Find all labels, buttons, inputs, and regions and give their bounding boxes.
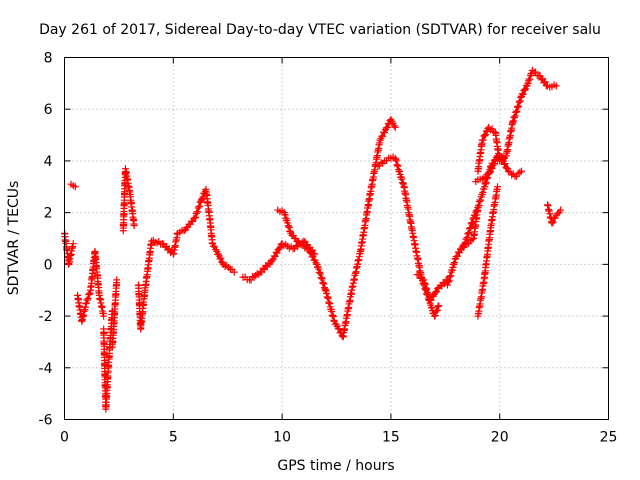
x-axis-label: GPS time / hours: [277, 458, 394, 474]
data-point-marker: [481, 131, 489, 139]
data-point-marker: [502, 163, 510, 171]
y-tick-label: -2: [39, 309, 53, 325]
data-point-marker: [194, 204, 202, 212]
data-point-marker: [532, 68, 540, 76]
plot-area-border: [64, 57, 609, 420]
data-point-marker: [460, 243, 468, 251]
data-point-marker: [71, 183, 79, 191]
data-point-marker: [194, 208, 202, 216]
data-point-marker: [435, 302, 443, 310]
data-point-marker: [192, 213, 200, 221]
data-point-marker: [312, 259, 320, 267]
y-tick-label: -6: [39, 413, 53, 429]
data-point-marker: [100, 312, 108, 320]
x-tick-label: 10: [273, 430, 291, 446]
data-point-marker: [433, 306, 441, 314]
data-point-marker: [431, 312, 439, 320]
data-point-marker: [189, 218, 197, 226]
data-point-marker: [84, 296, 92, 304]
data-point-marker: [418, 274, 426, 282]
y-tick-label: 2: [44, 206, 53, 222]
data-point-marker: [69, 240, 77, 248]
data-point-marker: [521, 86, 529, 94]
data-point-marker: [192, 209, 200, 217]
data-point-marker: [390, 122, 398, 130]
x-tick-label: 5: [169, 430, 178, 446]
data-point-marker: [480, 174, 488, 182]
data-point-marker: [216, 255, 224, 263]
y-tick-label: 4: [44, 154, 53, 170]
data-point-marker: [494, 183, 502, 191]
data-point-marker: [486, 126, 494, 134]
data-point-marker: [276, 243, 284, 251]
data-point-marker: [483, 128, 491, 136]
data-point-marker: [557, 206, 565, 214]
data-point-marker: [548, 219, 556, 227]
x-tick-label: 25: [600, 430, 618, 446]
data-point-marker: [379, 132, 387, 140]
data-point-marker: [428, 304, 436, 312]
data-point-marker: [432, 308, 440, 316]
data-point-marker: [247, 276, 255, 284]
data-point-marker: [253, 270, 261, 278]
chart-title: Day 261 of 2017, Sidereal Day-to-day VTE…: [39, 22, 601, 38]
x-tick-label: 0: [60, 430, 69, 446]
data-point-marker: [499, 153, 507, 161]
data-point-marker: [309, 252, 317, 260]
data-point-marker: [275, 245, 283, 253]
data-point-marker: [381, 129, 389, 137]
y-tick-label: -4: [39, 361, 53, 377]
data-point-marker: [306, 248, 314, 256]
data-point-marker: [552, 82, 560, 90]
data-point-marker: [432, 288, 440, 296]
data-point-marker: [488, 164, 496, 172]
data-point-marker: [82, 299, 90, 307]
data-points: [61, 66, 565, 413]
data-point-marker: [479, 136, 487, 144]
x-tick-label: 20: [491, 430, 509, 446]
data-point-marker: [541, 78, 549, 86]
x-tick-label: 15: [382, 430, 400, 446]
data-point-marker: [377, 158, 385, 166]
y-axis-label: SDTVAR / TECUs: [6, 181, 22, 296]
data-point-marker: [84, 294, 92, 302]
data-point-marker: [482, 131, 490, 139]
data-point-marker: [268, 256, 276, 264]
data-point-marker: [516, 168, 524, 176]
data-point-marker: [219, 259, 227, 267]
data-point-marker: [196, 202, 204, 210]
data-point-marker: [517, 167, 525, 175]
y-tick-label: 0: [44, 257, 53, 273]
data-point-marker: [427, 296, 435, 304]
y-tick-label: 8: [44, 51, 53, 67]
axis-ticks: 0 5 10 15 20 25 -6 -4 -2 0 2 4 6 8: [39, 51, 618, 446]
data-point-marker: [434, 302, 442, 310]
data-point-marker: [85, 290, 93, 298]
data-point-marker: [549, 218, 557, 226]
data-point-marker: [508, 171, 516, 179]
data-point-marker: [217, 254, 225, 262]
data-point-marker: [433, 287, 441, 295]
data-point-marker: [526, 75, 534, 83]
data-point-marker: [486, 168, 494, 176]
y-tick-label: 6: [44, 102, 53, 118]
data-point-marker: [455, 249, 463, 257]
data-point-marker: [391, 123, 399, 131]
data-point-marker: [497, 157, 505, 165]
data-point-marker: [519, 90, 527, 98]
data-point-marker: [528, 66, 536, 74]
data-point-marker: [525, 77, 533, 85]
data-point-marker: [504, 167, 512, 175]
data-point-marker: [250, 273, 258, 281]
data-point-marker: [415, 271, 423, 279]
data-point-marker: [113, 276, 121, 284]
data-point-marker: [482, 173, 490, 181]
data-point-marker: [468, 235, 476, 243]
grid-lines: [64, 57, 609, 420]
data-point-marker: [230, 268, 238, 276]
data-point-marker: [130, 222, 138, 230]
data-point-marker: [273, 249, 281, 257]
data-point-marker: [513, 172, 521, 180]
